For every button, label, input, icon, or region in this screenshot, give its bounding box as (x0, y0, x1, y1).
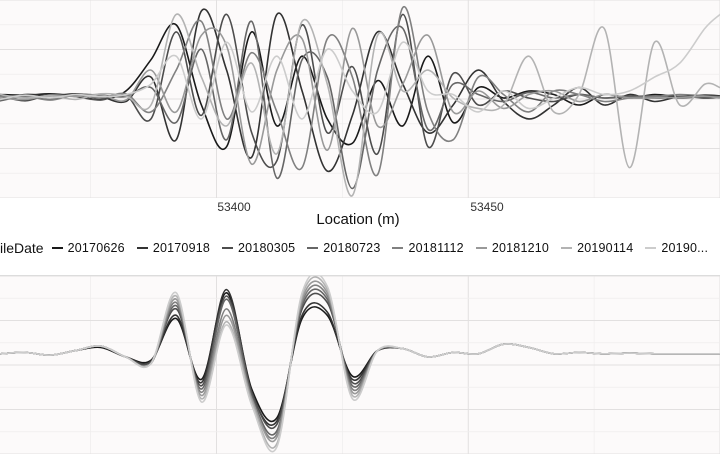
series-line-20190114 (0, 13, 720, 197)
legend-key (222, 247, 234, 249)
x-axis-title: Location (m) (316, 211, 400, 228)
legend-item-20170918: 20170918 (136, 241, 211, 255)
legend-key (136, 247, 148, 249)
legend-label: 20170918 (152, 241, 211, 255)
legend-label: 20181112 (408, 241, 464, 255)
legend-title: eryFileDate (0, 240, 44, 256)
series-line-20170626 (0, 291, 720, 423)
series-line-20190114 (0, 276, 720, 449)
legend-label: 20190... (661, 241, 709, 255)
bottom-plot-canvas (0, 276, 720, 454)
legend-key (51, 247, 63, 249)
top-plot-canvas (0, 0, 720, 198)
legend-item-20180305: 20180305 (222, 241, 295, 255)
top-plot-panel (0, 0, 720, 198)
legend-item-20170626: 20170626 (51, 241, 125, 255)
legend-key (307, 247, 319, 249)
bottom-plot-panel (0, 276, 720, 454)
series-line-20181210 (0, 280, 720, 443)
legend-key (392, 247, 404, 249)
series-line-20181112 (0, 284, 720, 440)
legend-label: 20190114 (577, 241, 634, 255)
legend-item-20180723: 20180723 (307, 241, 380, 255)
legend-label: 20180305 (238, 241, 296, 255)
grid (0, 276, 720, 454)
legend-item-20181210: 20181210 (475, 241, 550, 255)
series-line-20180723 (0, 288, 720, 436)
series-line-20190 (0, 13, 720, 120)
legend: eryFileDate 20170626 20170918 20180305 2… (0, 238, 720, 258)
series-line-20190 (0, 276, 720, 453)
series-line-20170918 (0, 288, 720, 426)
legend-key (645, 247, 657, 249)
legend-label: 20180723 (323, 241, 381, 255)
legend-item-20190: 20190... (645, 241, 708, 255)
series-line-20180305 (0, 292, 720, 430)
series-line-20181112 (0, 6, 720, 177)
x-tick-label-53450: 53450 (470, 200, 504, 214)
legend-key (561, 247, 573, 249)
legend-label: 20181210 (491, 241, 550, 255)
series-line-20180305 (0, 13, 720, 169)
legend-key (475, 247, 487, 249)
legend-item-20190114: 20190114 (561, 241, 633, 255)
x-tick-label-53400: 53400 (217, 200, 251, 214)
series-line-20181210 (0, 27, 720, 165)
legend-label: 20170626 (67, 241, 125, 255)
legend-item-20181112: 20181112 (392, 241, 464, 255)
